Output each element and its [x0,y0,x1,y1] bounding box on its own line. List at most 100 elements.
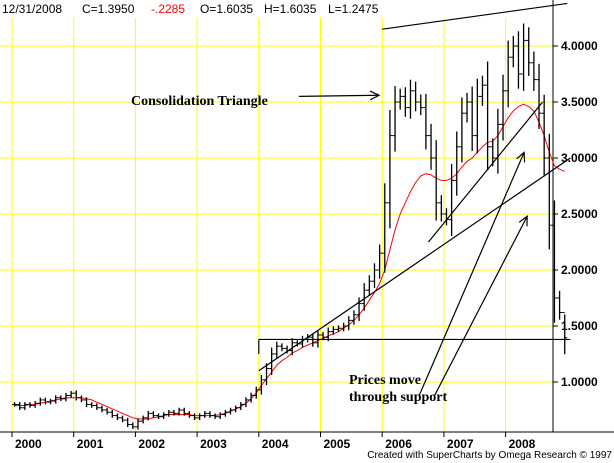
price-bar [274,341,280,359]
price-bar [109,410,115,418]
price-bar [335,325,341,333]
x-tick-label-7: 2007 [447,437,474,451]
price-bar [485,61,491,171]
price-bar [459,97,465,163]
price-bar [17,402,23,411]
price-bar [145,410,151,421]
price-bar [258,375,264,395]
price-bar [382,183,388,273]
price-bar [366,275,372,297]
x-tick-label-5: 2005 [324,437,351,451]
price-bar [500,74,506,141]
y-tick-label-6: 1.0000 [561,375,598,389]
arrow-head-1 [516,151,526,163]
header-low: L=1.2475 [328,2,379,16]
y-tick-label-5: 1.5000 [561,319,598,333]
price-bar [351,310,357,325]
price-bar [166,410,172,417]
price-bar [140,415,146,424]
price-bar [402,87,408,117]
price-bar [392,86,398,152]
price-bar [433,140,439,221]
y-tick-label-2: 3.0000 [561,151,598,165]
price-bar [78,395,84,403]
price-bar [428,123,434,170]
price-bar [197,413,203,421]
price-bar [37,397,43,406]
price-bar [531,51,537,91]
price-bar [150,411,156,418]
y-tick-label-1: 3.5000 [561,95,598,109]
arrow-head-0 [369,90,381,101]
x-tick-label-6: 2006 [385,437,412,451]
x-tick-label-2: 2002 [138,437,165,451]
price-bar [42,397,48,405]
price-bar [469,86,475,152]
price-bar [438,195,444,222]
moving-average-layer [14,103,565,420]
price-bar [253,386,259,399]
trendline-2 [258,157,571,372]
price-bar [557,290,563,320]
price-bar [264,363,270,386]
price-bar [243,397,249,408]
header-high: H=1.6035 [264,2,317,16]
x-tick-label-8: 2008 [509,437,536,451]
price-bar [58,395,64,402]
price-bar [407,79,413,119]
price-bar [356,297,362,322]
header-close: C=1.3950 [82,2,135,16]
price-bar [346,316,352,331]
price-bar [161,412,167,419]
price-bar [546,133,552,250]
price-bar [48,398,54,405]
price-bar [27,402,33,408]
price-bar [22,402,28,411]
x-tick-labels: 2000 2001 2002 2003 2004 2005 2006 2007 2008 [11,432,536,451]
price-bar [330,326,336,335]
price-bar [120,415,126,423]
price-bar [541,94,547,177]
trendline-1 [428,101,544,243]
y-tick-label-3: 2.5000 [561,207,598,221]
moving-average-line [14,103,565,420]
price-bar [104,407,110,415]
price-bars-layer [12,23,568,430]
header-date: 12/31/2008 [2,2,62,16]
price-bar [377,244,383,279]
trendline-0 [382,2,568,30]
price-bar [248,392,254,403]
annotation-through-support: through support [349,390,448,405]
price-bar [562,312,568,355]
price-bar [413,81,419,112]
price-bar [551,200,557,323]
y-tick-label-4: 2.0000 [561,263,598,277]
header-open: O=1.6035 [200,2,253,16]
price-bar [228,407,234,415]
price-bar [490,138,496,167]
price-bar [135,418,141,430]
price-bar [536,63,542,129]
trendline-layer [258,2,571,396]
price-bar [279,343,285,352]
price-bar [89,402,95,408]
x-tick-label-3: 2003 [200,437,227,451]
price-bar [269,347,275,376]
arrow-shaft-0 [298,94,380,97]
price-bar [202,411,208,418]
price-bar [289,338,295,356]
price-bar [84,397,90,408]
price-bar [397,88,403,110]
price-bar [505,40,511,108]
price-bar [418,94,424,116]
price-bar [186,411,192,418]
price-bar [73,390,79,401]
price-bar [181,407,187,416]
price-bar [387,110,393,229]
price-bar [171,410,177,416]
price-bar [12,402,18,407]
price-bar [156,413,162,419]
credit-text: Created with SuperCharts by Omega Resear… [367,450,612,461]
price-bar [510,35,516,68]
